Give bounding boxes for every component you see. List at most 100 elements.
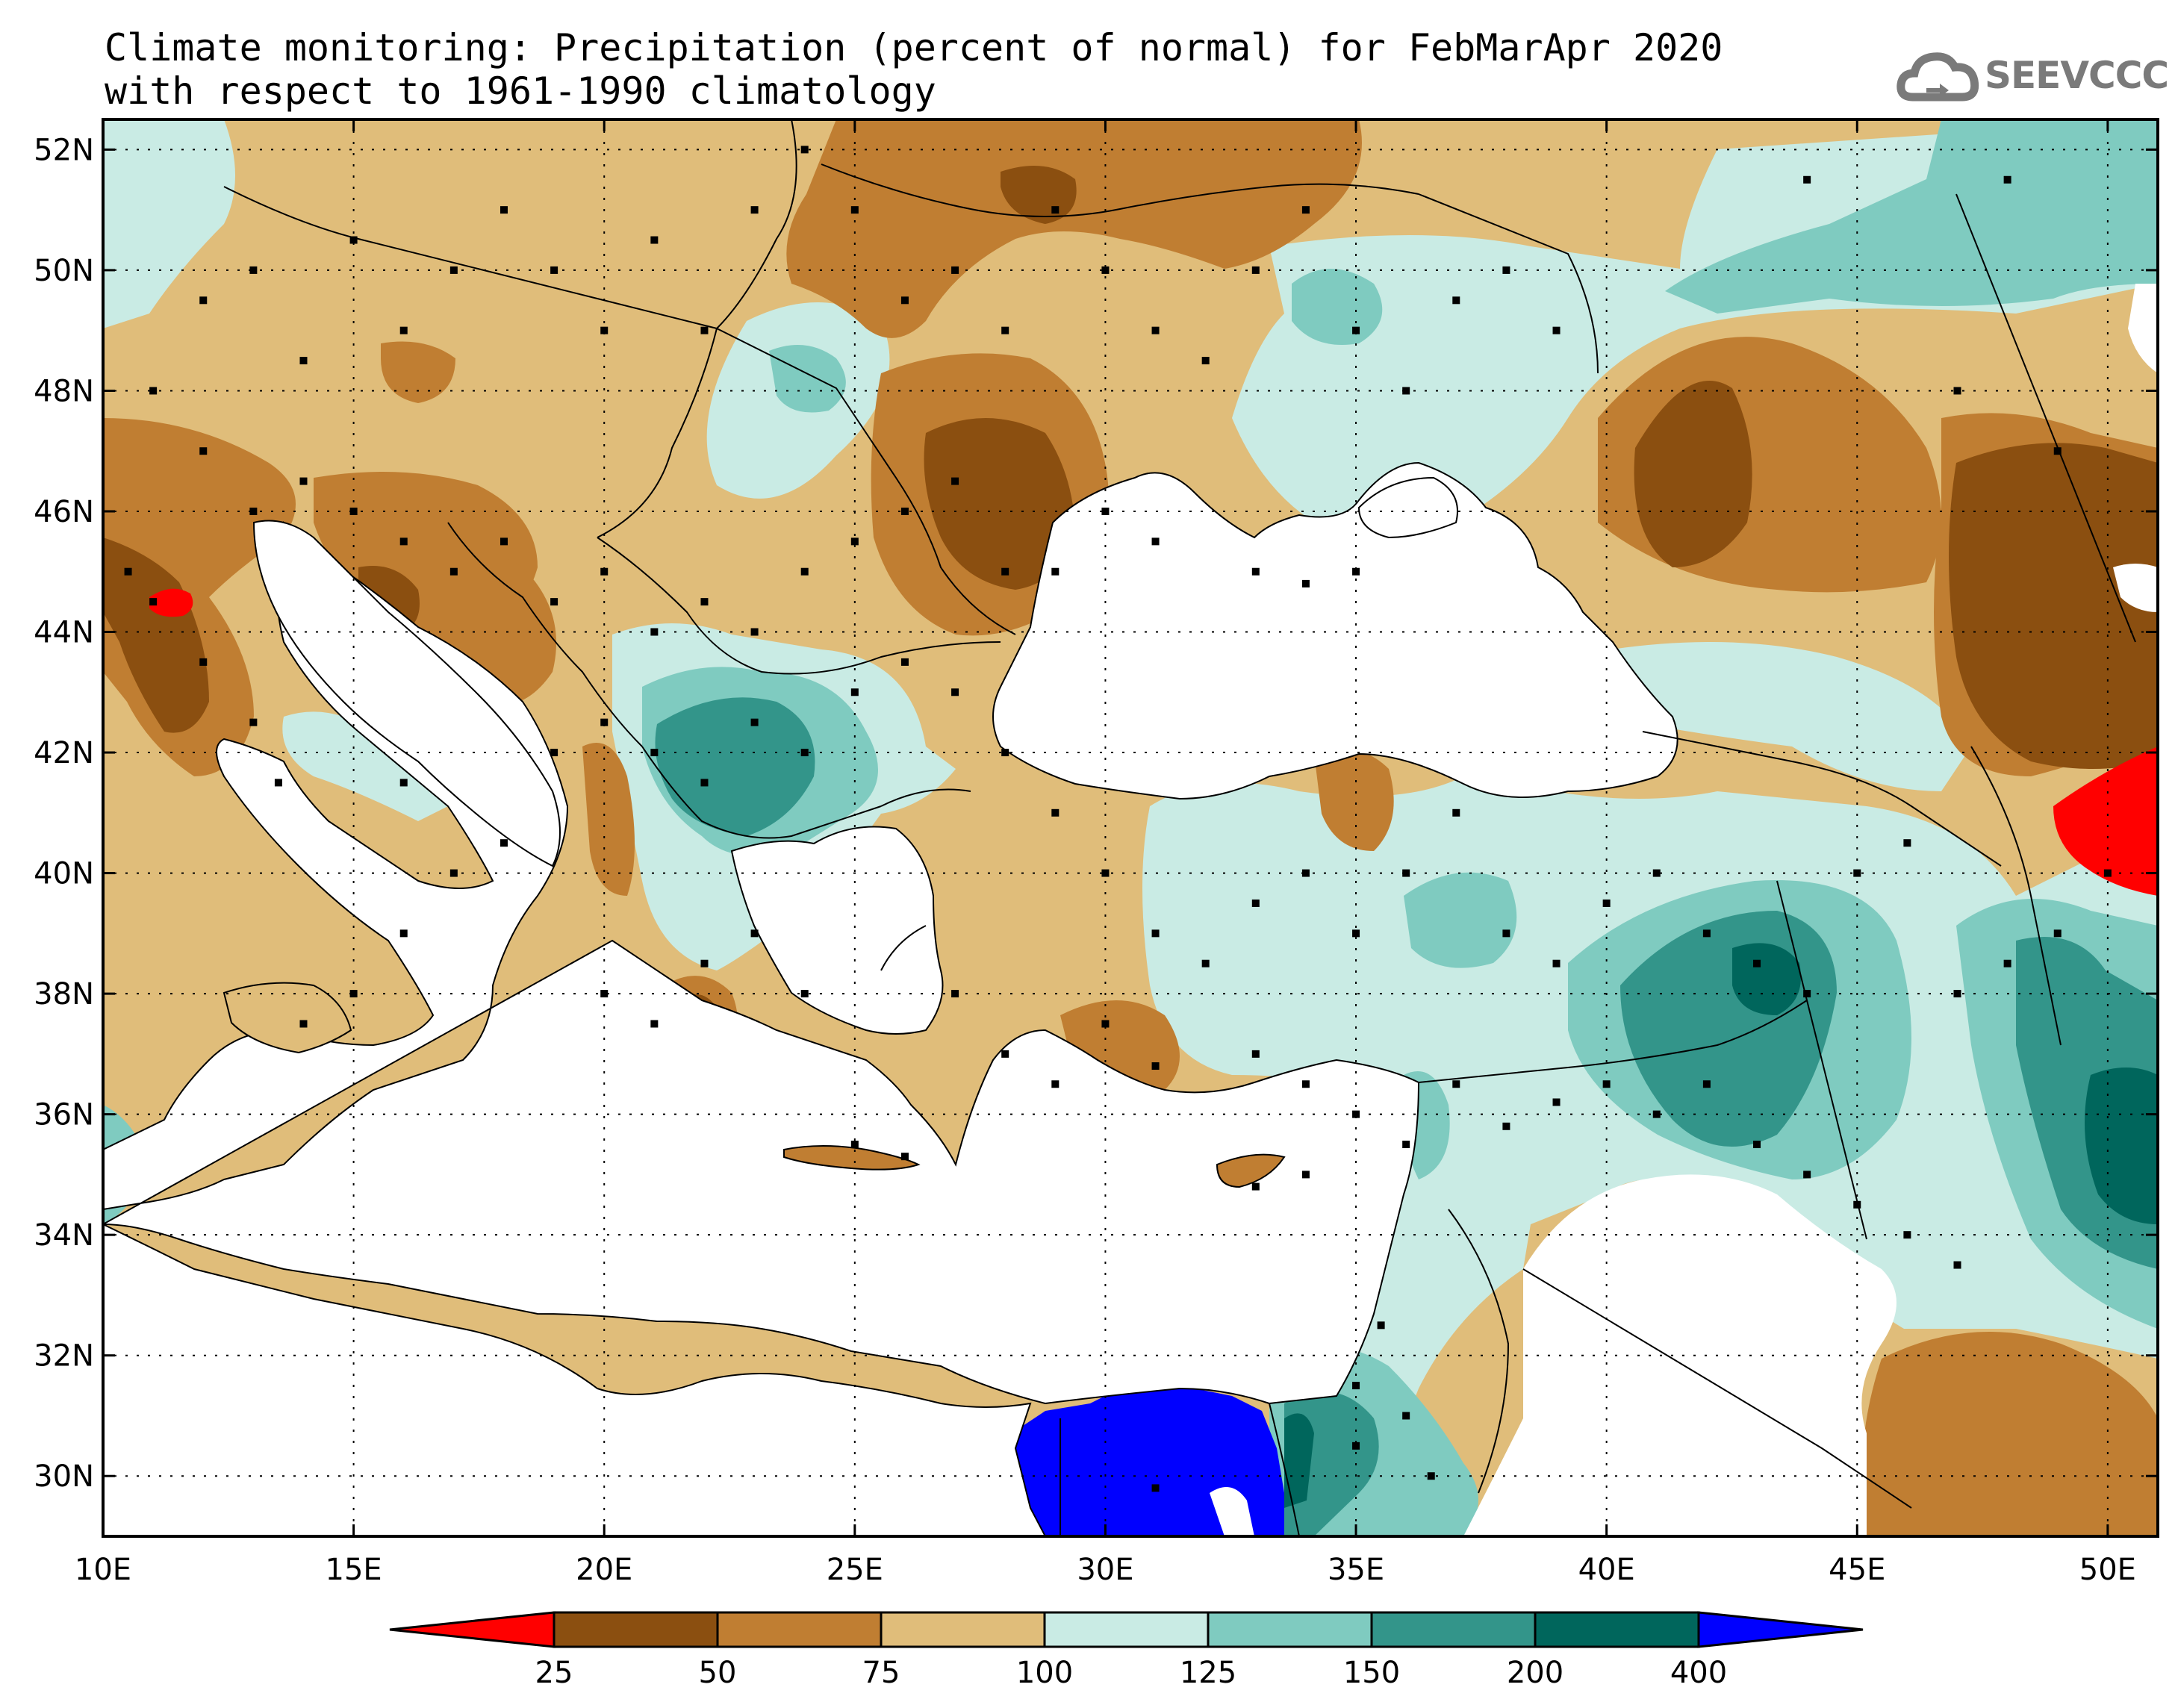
station-marker [1151,537,1160,546]
colorbar-under-triangle [389,1611,556,1648]
field-125-150-ukraine [1292,269,1383,345]
station-marker [149,387,158,395]
station-marker [1953,1261,1961,1269]
station-marker [299,357,308,365]
station-marker [249,507,258,515]
station-marker [600,326,609,334]
station-marker [900,658,909,666]
y-tick-label: 44N [34,616,94,650]
x-tick-label: 35E [1328,1553,1384,1587]
station-marker [2003,175,2011,184]
station-marker [1552,1098,1561,1106]
station-marker [1803,990,1811,998]
station-marker [1402,387,1410,395]
y-tick-label: 50N [34,254,94,288]
station-marker [1352,326,1360,334]
station-marker [349,236,358,244]
precipitation-field [103,119,2158,1536]
logo-text: SEEVCCC [1985,54,2169,97]
field-25-50-caspian [1949,443,2158,769]
station-marker [951,688,959,696]
station-marker [149,598,158,606]
field-100-125-caucasus [1568,642,1971,791]
station-marker [700,598,709,606]
station-marker [800,146,809,154]
station-marker [1803,175,1811,184]
station-marker [1427,1472,1435,1480]
colorbar-label: 75 [862,1656,900,1690]
station-marker [1452,808,1460,817]
map-axes: 10E 15E 20E 25E 30E 35E 40E 45E 50E 30N 32N 34N 36N 3… [34,119,2158,1587]
station-marker [1552,326,1561,334]
field-50-75-albania [582,743,635,896]
field-125-150-hungary [769,345,846,413]
station-marker [600,990,609,998]
station-marker [399,929,408,938]
colorbar-segment [716,1611,883,1648]
y-tick-label: 40N [34,857,94,891]
station-marker [1001,326,1009,334]
station-marker [900,296,909,305]
adriatic-sea [252,520,561,867]
station-marker [249,718,258,726]
station-marker [650,628,659,636]
field-25-50-italy [103,537,209,733]
field-under-25-caspian [2053,747,2158,896]
station-marker [1301,869,1310,877]
station-marker [800,567,809,576]
station-marker [850,537,859,546]
caspian-sea [2128,284,2158,373]
station-marker [1953,387,1961,395]
north-africa-nodata [103,1223,1047,1536]
azov-sea [1357,476,1458,539]
station-marker [1602,899,1611,907]
station-marker [1652,869,1661,877]
station-marker [1903,839,1911,847]
station-marker [1452,1080,1460,1088]
x-tick-label: 10E [75,1553,131,1587]
station-marker [550,749,558,757]
station-marker [800,749,809,757]
station-marker [1051,567,1060,576]
station-marker [1101,1020,1110,1028]
x-tick-label: 25E [827,1553,883,1587]
station-marker [1101,266,1110,274]
station-marker [399,326,408,334]
station-marker [900,1153,909,1161]
station-marker [299,477,308,485]
station-marker [1251,1182,1260,1191]
station-marker [1352,1441,1360,1450]
x-tick-label: 20E [576,1553,632,1587]
station-marker [650,236,659,244]
station-marker [1301,1080,1310,1088]
country-borders [223,119,2136,1536]
station-marker [1352,1110,1360,1118]
station-marker [1502,266,1510,274]
station-markers [124,146,2112,1492]
station-marker [1452,296,1460,305]
station-marker [1702,929,1711,938]
field-200-400-iraq [1732,943,1801,1015]
station-marker [500,839,508,847]
station-marker [1352,567,1360,576]
station-marker [1001,1050,1009,1058]
field-under-25-italy [149,588,193,617]
station-marker [951,266,959,274]
station-marker [1753,959,1761,967]
station-marker [1402,1412,1410,1420]
station-marker [750,628,759,636]
y-tick-label: 34N [34,1218,94,1253]
aegean-sea [730,826,944,1035]
station-marker [1201,357,1210,365]
station-marker [1853,869,1861,877]
colorbar-label: 400 [1670,1656,1727,1690]
station-marker [951,477,959,485]
station-marker [1151,326,1160,334]
station-marker [850,206,859,214]
station-marker [1101,507,1110,515]
station-marker [124,567,132,576]
sicily-island [223,982,352,1054]
y-tick-label: 38N [34,977,94,1012]
station-marker [1402,1141,1410,1149]
